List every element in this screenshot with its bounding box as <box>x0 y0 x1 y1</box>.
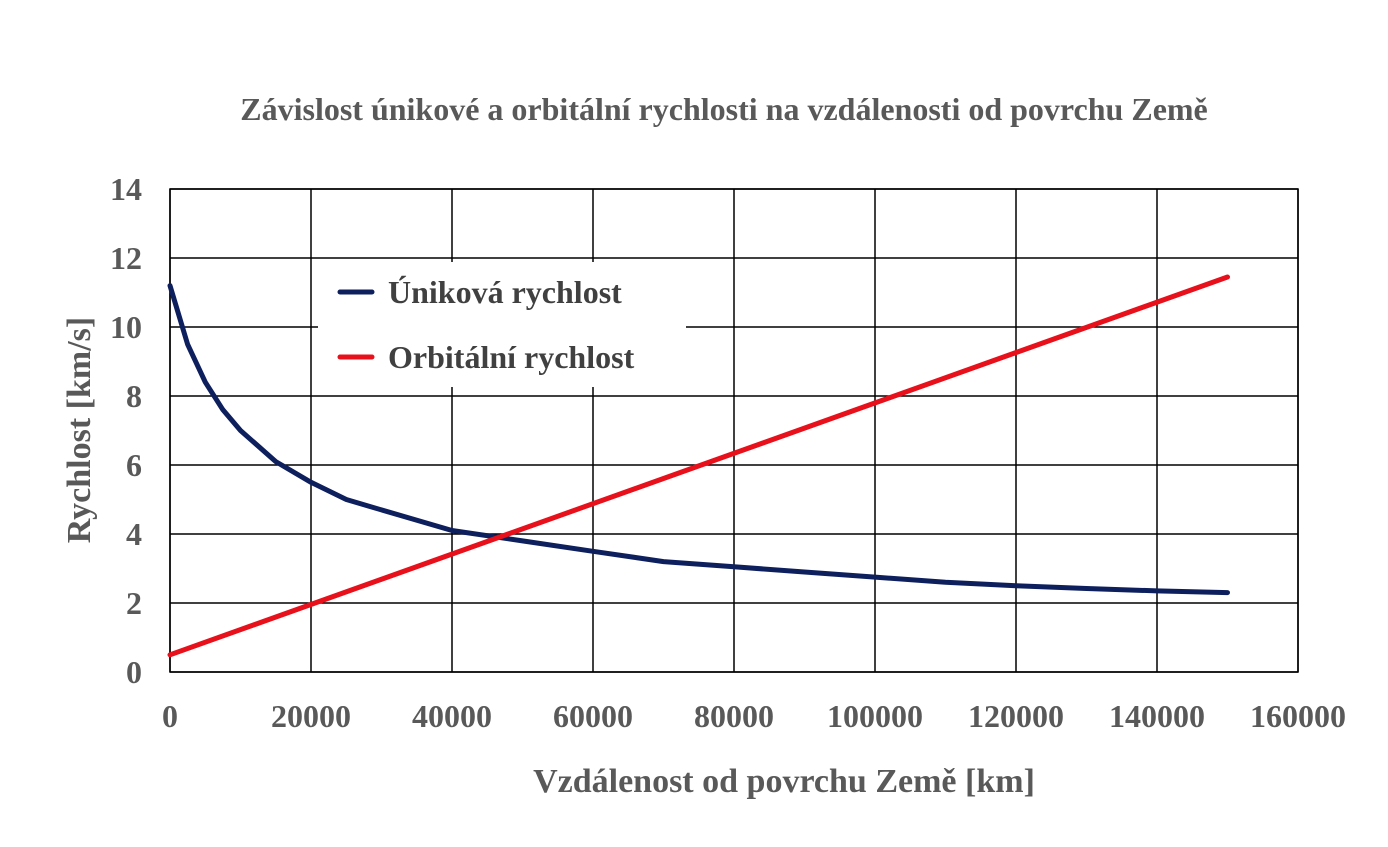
y-axis-ticks: 0 2 4 6 8 10 12 14 <box>110 171 142 690</box>
x-tick-label: 60000 <box>553 698 633 734</box>
chart-title: Závislost únikové a orbitální rychlosti … <box>240 91 1208 127</box>
y-axis-title: Rychlost [km/s] <box>61 317 98 543</box>
escape-velocity-line <box>167 283 1230 596</box>
x-tick-label: 40000 <box>412 698 492 734</box>
x-axis-title: Vzdálenost od povrchu Země [km] <box>533 763 1035 800</box>
y-tick-label: 14 <box>110 171 142 207</box>
legend-label-escape-velocity: Úniková rychlost <box>388 274 622 310</box>
x-tick-label: 140000 <box>1109 698 1205 734</box>
x-axis-ticks: 0 20000 40000 60000 80000 100000 120000 140000 1… <box>162 698 1346 734</box>
x-tick-label: 160000 <box>1250 698 1346 734</box>
grid <box>169 188 1299 673</box>
legend-label-orbital-velocity: Orbitální rychlost <box>388 339 635 375</box>
x-tick-label: 100000 <box>827 698 923 734</box>
y-tick-label: 6 <box>126 447 142 483</box>
y-tick-label: 8 <box>126 378 142 414</box>
plot-area <box>169 188 1299 673</box>
orbital-velocity-line <box>167 274 1230 658</box>
x-tick-label: 20000 <box>271 698 351 734</box>
x-tick-label: 0 <box>162 698 178 734</box>
y-tick-label: 10 <box>110 309 142 345</box>
x-tick-label: 120000 <box>968 698 1064 734</box>
series-layer <box>167 274 1230 658</box>
legend-background <box>318 262 686 387</box>
y-tick-label: 12 <box>110 240 142 276</box>
x-tick-label: 80000 <box>694 698 774 734</box>
legend: Úniková rychlost Orbitální rychlost <box>318 262 686 387</box>
y-tick-label: 4 <box>126 516 142 552</box>
y-tick-label: 2 <box>126 585 142 621</box>
y-tick-label: 0 <box>126 654 142 690</box>
